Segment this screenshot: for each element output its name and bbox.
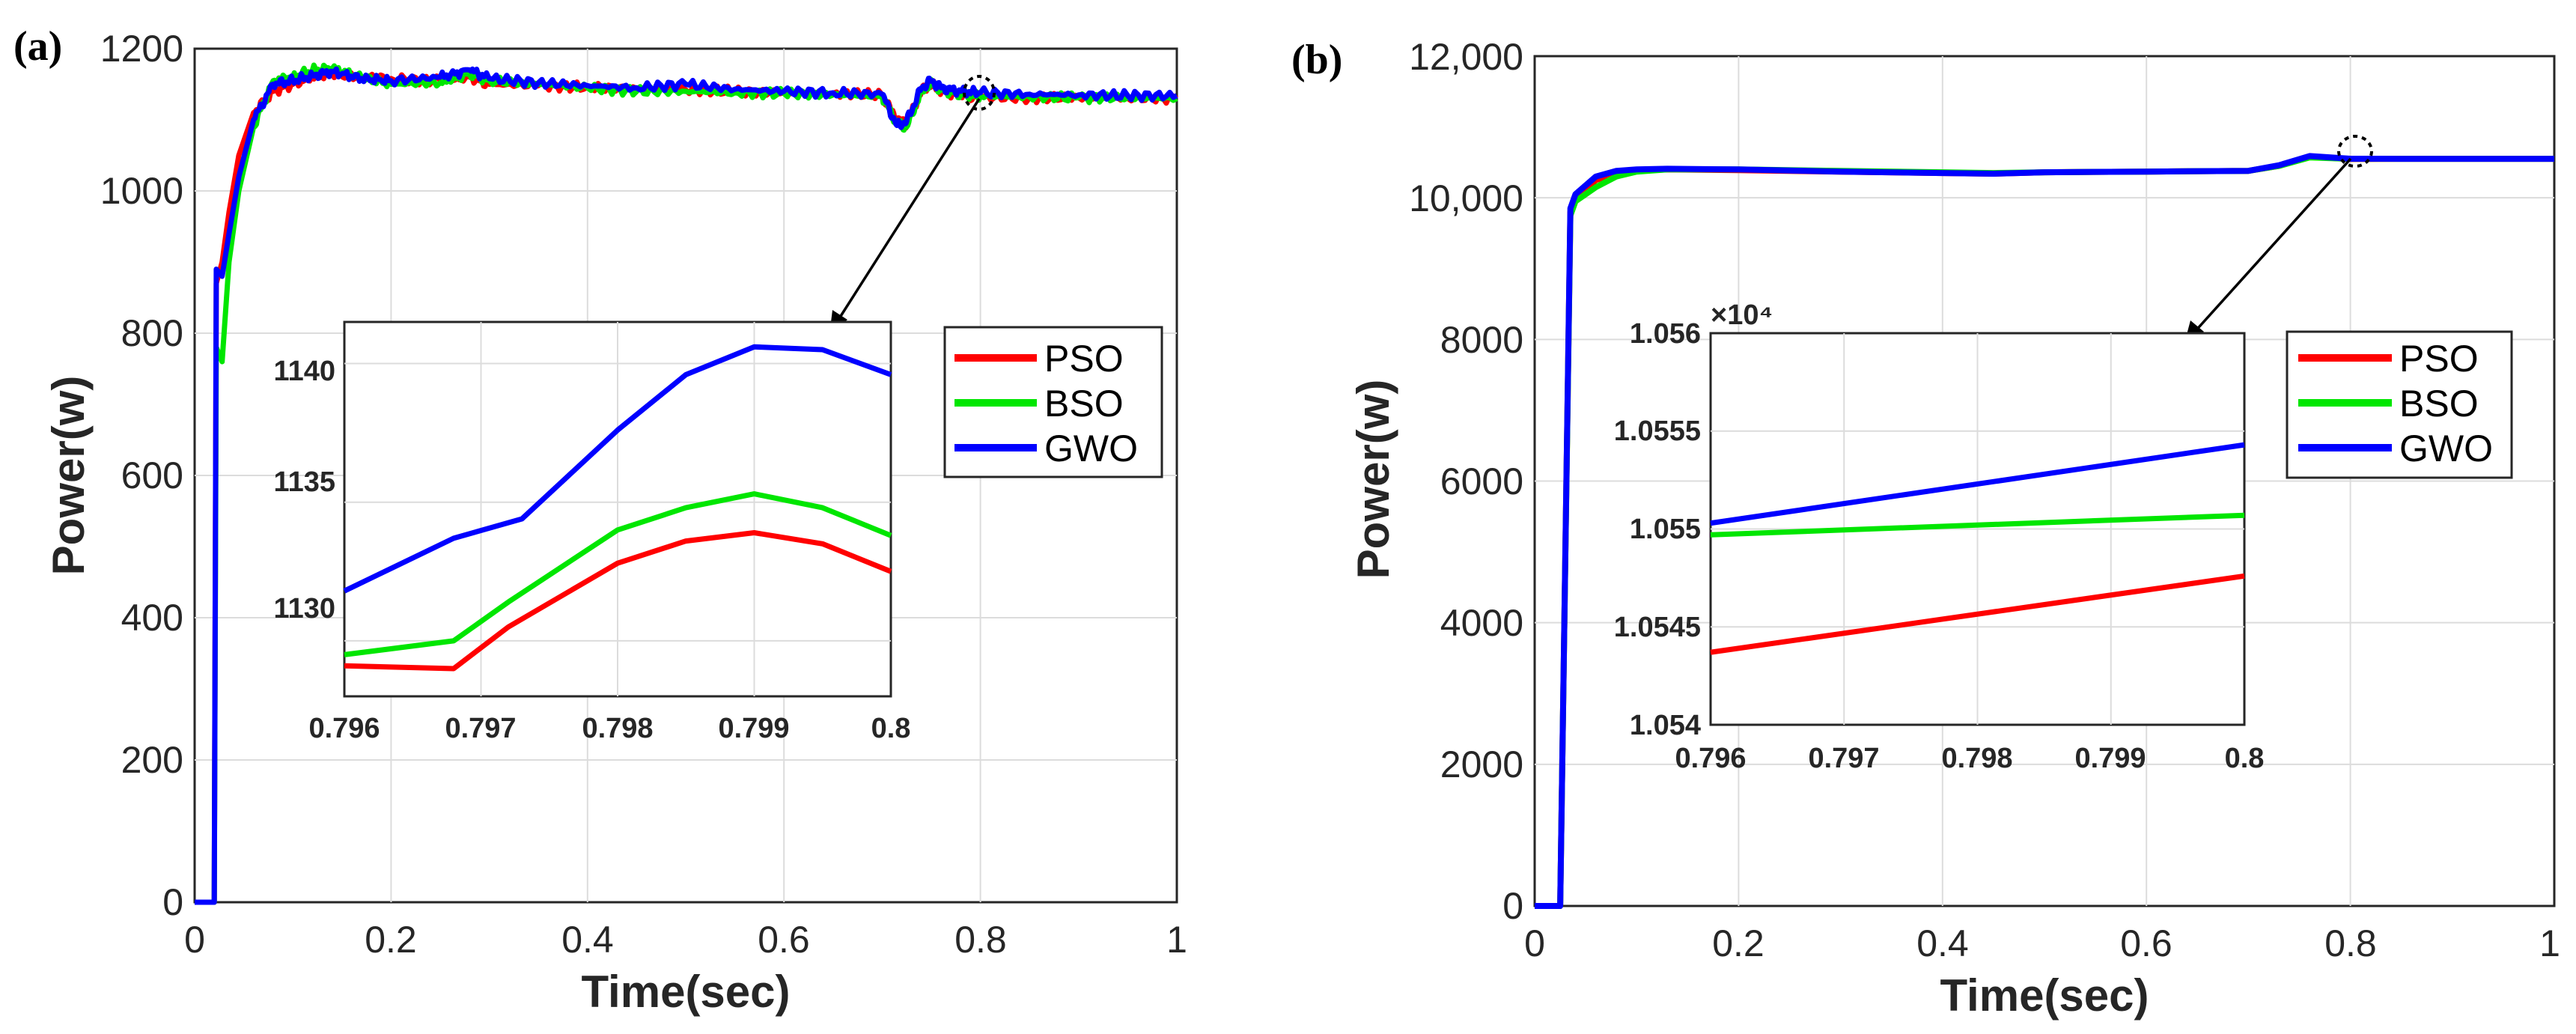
series-line-gwo <box>343 344 892 594</box>
panel-a-xtick: 0 <box>184 919 205 961</box>
panel-b-inset-ytick: 1.0555 <box>1614 416 1701 447</box>
series-line-bso <box>1710 512 2245 538</box>
panel-b-inset-ytick: 1.054 <box>1630 710 1701 741</box>
panel-b-inset-xtick: 0.798 <box>1941 743 2012 774</box>
panel-b-zoom-arrow <box>2192 157 2352 335</box>
panel-a-ytick: 200 <box>121 739 183 781</box>
panel-a-inset-ytick: 1130 <box>274 593 335 624</box>
panel-b-xtick: 0.6 <box>2120 922 2172 964</box>
panel-a-ytick: 1000 <box>100 170 183 212</box>
panel-b-series <box>1535 153 2554 909</box>
panel-a-series <box>195 62 1179 905</box>
panel-a-inset-xtick: 0.8 <box>871 713 911 744</box>
panel-b-inset-xtick: 0.799 <box>2074 743 2146 774</box>
series-line-gwo <box>1535 153 2554 909</box>
panel-b-xtick: 1 <box>2539 922 2560 964</box>
panel-a-xtick: 0.2 <box>365 919 417 961</box>
panel-b-xticks: 0 0.2 0.4 0.6 0.8 1 <box>1524 922 2560 964</box>
panel-a-legend-label: PSO <box>1044 338 1124 380</box>
panel-b-xtick: 0 <box>1524 922 1545 964</box>
panel-a-legend-label: BSO <box>1044 383 1124 425</box>
panel-a-ytick: 800 <box>121 312 183 354</box>
panel-b-ylabel: Power(w) <box>1348 380 1398 580</box>
panel-b-ytick: 2000 <box>1440 743 1523 785</box>
panel-a-xtick: 0.8 <box>954 919 1007 961</box>
panel-b-inset-xtick: 0.796 <box>1675 743 1746 774</box>
panel-b-ytick: 4000 <box>1440 602 1523 644</box>
panel-b-ytick: 8000 <box>1440 319 1523 361</box>
panel-a-inset-ytick: 1140 <box>274 356 335 387</box>
panel-b-inset-ytick: 1.055 <box>1630 514 1701 545</box>
panel-a-zoom-arrow <box>835 98 981 323</box>
series-line-bso <box>344 491 892 657</box>
series-line-pso <box>344 530 892 672</box>
panel-a-inset-xtick: 0.797 <box>445 713 516 744</box>
panel-a-legend-label: GWO <box>1044 428 1138 469</box>
panel-b-legend-label: BSO <box>2399 383 2479 425</box>
panel-a-label: (a) <box>13 23 62 70</box>
panel-a-ytick: 600 <box>121 454 183 496</box>
panel-b-yticks: 0 2000 4000 6000 8000 10,000 12,000 <box>1409 36 1523 927</box>
panel-b-label: (b) <box>1291 37 1342 83</box>
panel-b-xtick: 0.8 <box>2324 922 2377 964</box>
panel-b-ytick: 10,000 <box>1409 177 1523 219</box>
panel-a-xtick: 0.6 <box>758 919 810 961</box>
series-line-gwo <box>1710 442 2245 526</box>
panel-b-ytick: 12,000 <box>1409 36 1523 78</box>
panel-a-inset-xtick: 0.799 <box>718 713 789 744</box>
panel-b-inset-xtick: 0.8 <box>2225 743 2265 774</box>
panel-b: (b) 0 2000 4000 6000 8000 10,000 12,000 … <box>1291 36 2560 1021</box>
panel-a-inset: 1130 1135 1140 0.796 0.797 0.798 0.799 0… <box>274 320 911 744</box>
panel-a-xticks: 0 0.2 0.4 0.6 0.8 1 <box>184 919 1187 961</box>
panel-b-ytick: 6000 <box>1440 460 1523 502</box>
panel-b-legend: PSO BSO GWO <box>2286 330 2513 479</box>
panel-a: (a) 0 200 400 600 800 1000 1200 0 0.2 0.… <box>13 23 1187 1017</box>
panel-b-xtick: 0.4 <box>1916 922 1969 964</box>
panel-a-xtick: 1 <box>1166 919 1187 961</box>
panel-a-ytick: 0 <box>162 881 183 923</box>
panel-a-legend: PSO BSO GWO <box>943 326 1163 478</box>
panel-b-xlabel: Time(sec) <box>1940 970 2149 1021</box>
panel-b-inset-series <box>1710 442 2245 655</box>
panel-b-ytick: 0 <box>1502 885 1523 927</box>
panel-a-xtick: 0.4 <box>561 919 614 961</box>
panel-b-inset-xtick: 0.797 <box>1808 743 1879 774</box>
panel-b-zoom-circle <box>2337 135 2373 168</box>
panel-b-legend-label: PSO <box>2399 338 2479 380</box>
series-line-gwo <box>195 66 1178 905</box>
panel-b-xtick: 0.2 <box>1712 922 1764 964</box>
panel-a-ytick: 1200 <box>100 28 183 70</box>
panel-b-legend-label: GWO <box>2399 428 2493 469</box>
panel-b-inset-exponent: ×10⁴ <box>1711 299 1773 331</box>
panel-a-xlabel: Time(sec) <box>581 967 790 1017</box>
series-line-pso <box>1710 573 2245 655</box>
panel-b-inset-ytick: 1.0545 <box>1614 612 1701 643</box>
panel-a-ylabel: Power(w) <box>43 376 94 576</box>
panel-a-yticks: 0 200 400 600 800 1000 1200 <box>100 28 183 923</box>
panel-a-zoom-circle <box>963 75 996 111</box>
panel-a-inset-ytick: 1135 <box>274 466 335 498</box>
panel-b-inset-ytick: 1.056 <box>1630 318 1701 350</box>
panel-a-inset-xtick: 0.796 <box>308 713 380 744</box>
panel-b-inset: ×10⁴ 1.054 1.0545 1.055 1.0555 1.056 0.7… <box>1614 299 2265 774</box>
panel-a-inset-xtick: 0.798 <box>582 713 653 744</box>
panel-a-ytick: 400 <box>121 597 183 639</box>
panel-a-inset-series <box>343 344 892 672</box>
